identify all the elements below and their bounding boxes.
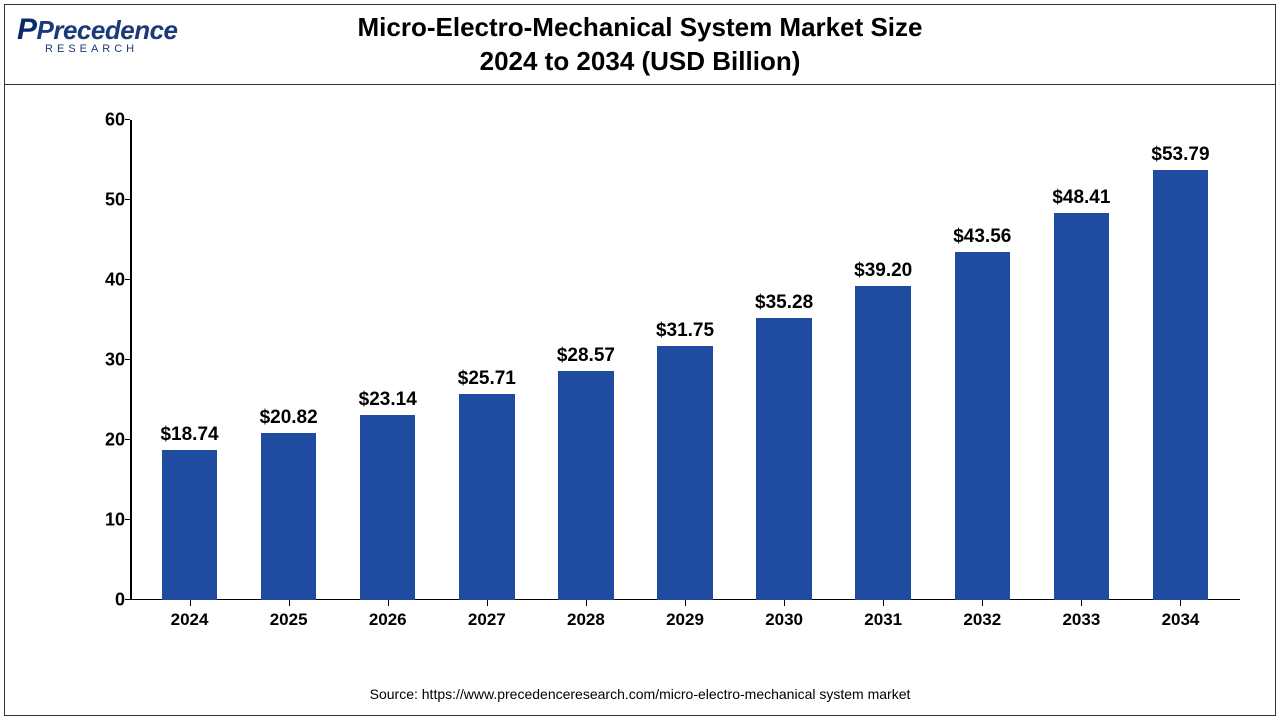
x-tick-label: 2028 — [567, 610, 605, 630]
x-tick-mark — [982, 600, 983, 606]
bar-value-label: $39.20 — [854, 260, 912, 282]
bar — [1054, 213, 1109, 600]
bar — [459, 394, 514, 600]
y-tick-mark — [125, 119, 130, 120]
bar-slot: $18.742024 — [140, 120, 239, 600]
y-tick-label: 60 — [90, 110, 125, 131]
bar-value-label: $53.79 — [1151, 144, 1209, 166]
x-tick-mark — [1081, 600, 1082, 606]
bars-container: $18.742024$20.822025$23.142026$25.712027… — [130, 120, 1240, 600]
x-tick-mark — [388, 600, 389, 606]
title-line-2: 2024 to 2034 (USD Billion) — [5, 45, 1275, 79]
x-tick-mark — [883, 600, 884, 606]
bar-slot: $31.752029 — [635, 120, 734, 600]
x-tick-mark — [586, 600, 587, 606]
x-tick-label: 2025 — [270, 610, 308, 630]
bar-value-label: $43.56 — [953, 226, 1011, 248]
header: PPrecedence RESEARCH Micro-Electro-Mecha… — [5, 5, 1275, 85]
x-tick-mark — [685, 600, 686, 606]
y-tick-label: 0 — [90, 590, 125, 611]
bar-slot: $39.202031 — [834, 120, 933, 600]
bar-value-label: $25.71 — [458, 368, 516, 390]
x-tick-label: 2033 — [1062, 610, 1100, 630]
bar-slot: $43.562032 — [933, 120, 1032, 600]
bar-slot: $35.282030 — [735, 120, 834, 600]
bar — [360, 415, 415, 600]
y-tick-mark — [125, 359, 130, 360]
y-tick-label: 50 — [90, 190, 125, 211]
x-tick-label: 2031 — [864, 610, 902, 630]
x-tick-label: 2032 — [963, 610, 1001, 630]
x-tick-label: 2026 — [369, 610, 407, 630]
y-tick-mark — [125, 199, 130, 200]
x-tick-label: 2024 — [171, 610, 209, 630]
bar-slot: $20.822025 — [239, 120, 338, 600]
x-tick-mark — [289, 600, 290, 606]
bar — [162, 450, 217, 600]
y-tick-mark — [125, 439, 130, 440]
bar — [1153, 170, 1208, 600]
bar — [756, 318, 811, 600]
plot-area: $18.742024$20.822025$23.142026$25.712027… — [130, 120, 1240, 600]
x-tick-label: 2027 — [468, 610, 506, 630]
x-tick-mark — [1180, 600, 1181, 606]
x-tick-mark — [190, 600, 191, 606]
bar — [955, 252, 1010, 600]
bar-slot: $28.572028 — [536, 120, 635, 600]
x-tick-mark — [784, 600, 785, 606]
bar-slot: $48.412033 — [1032, 120, 1131, 600]
y-tick-mark — [125, 519, 130, 520]
bar-value-label: $28.57 — [557, 345, 615, 367]
bar-slot: $25.712027 — [437, 120, 536, 600]
x-tick-label: 2029 — [666, 610, 704, 630]
bar-slot: $53.792034 — [1131, 120, 1230, 600]
x-tick-label: 2034 — [1162, 610, 1200, 630]
bar-value-label: $23.14 — [359, 389, 417, 411]
y-tick-mark — [125, 599, 130, 600]
bar — [558, 371, 613, 600]
y-tick-label: 20 — [90, 430, 125, 451]
bar-value-label: $20.82 — [260, 407, 318, 429]
chart-title: Micro-Electro-Mechanical System Market S… — [5, 11, 1275, 79]
x-tick-mark — [487, 600, 488, 606]
bar — [657, 346, 712, 600]
bar — [855, 286, 910, 600]
x-tick-label: 2030 — [765, 610, 803, 630]
bar-value-label: $35.28 — [755, 292, 813, 314]
y-tick-label: 40 — [90, 270, 125, 291]
bar — [261, 433, 316, 600]
bar-value-label: $18.74 — [160, 424, 218, 446]
chart-area: $18.742024$20.822025$23.142026$25.712027… — [90, 120, 1240, 630]
bar-slot: $23.142026 — [338, 120, 437, 600]
y-tick-mark — [125, 279, 130, 280]
y-tick-label: 10 — [90, 510, 125, 531]
title-line-1: Micro-Electro-Mechanical System Market S… — [5, 11, 1275, 45]
source-citation: Source: https://www.precedenceresearch.c… — [0, 686, 1280, 702]
bar-value-label: $31.75 — [656, 320, 714, 342]
y-tick-label: 30 — [90, 350, 125, 371]
bar-value-label: $48.41 — [1052, 187, 1110, 209]
